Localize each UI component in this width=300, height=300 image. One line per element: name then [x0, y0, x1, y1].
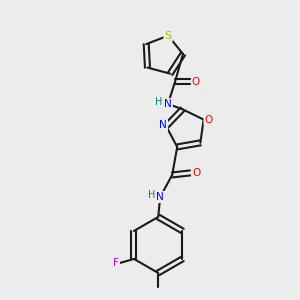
Text: O: O	[192, 168, 200, 178]
Text: O: O	[205, 115, 213, 124]
Text: H: H	[155, 97, 163, 107]
Text: N: N	[159, 120, 167, 130]
Text: H: H	[148, 190, 155, 200]
Text: S: S	[165, 31, 172, 41]
Text: F: F	[113, 258, 119, 268]
Text: O: O	[192, 77, 200, 87]
Text: N: N	[156, 192, 164, 202]
Text: N: N	[164, 99, 172, 109]
